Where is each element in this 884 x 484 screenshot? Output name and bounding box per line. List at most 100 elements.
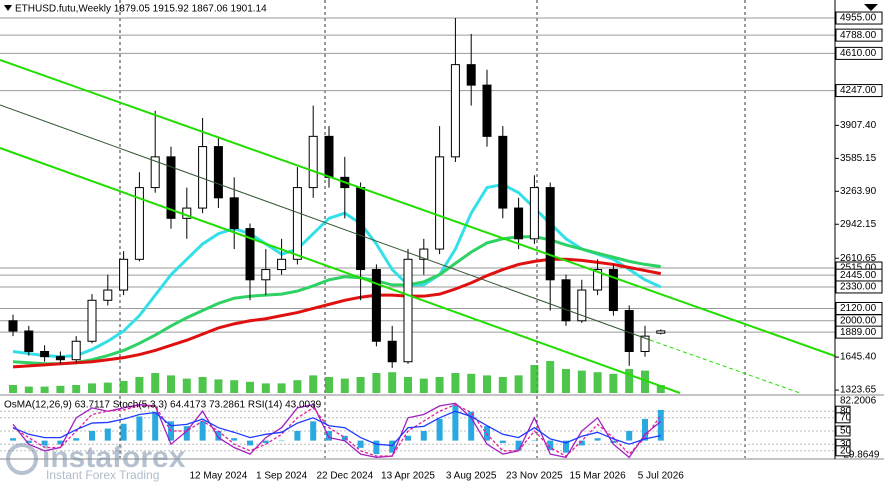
candle-body xyxy=(640,335,650,353)
osma-bar xyxy=(120,423,127,441)
level-box xyxy=(835,11,883,25)
volume-bar xyxy=(293,380,302,393)
osma-bar xyxy=(10,438,16,441)
level-box xyxy=(835,425,851,437)
y-axis-max: 82.2006 xyxy=(840,396,877,407)
level-label: 4788.00 xyxy=(840,30,877,41)
volume-bar xyxy=(230,380,239,393)
candle-body xyxy=(150,156,160,189)
osma-bar xyxy=(405,435,411,441)
y-tick-label: 3263.90 xyxy=(840,186,877,197)
volume-bar xyxy=(40,386,49,393)
osma-bar xyxy=(136,416,143,441)
candle-body xyxy=(577,289,587,322)
level-label: 4955.00 xyxy=(840,13,877,24)
osma-bar xyxy=(183,426,190,441)
x-tick-label: 13 Apr 2025 xyxy=(381,471,435,482)
trend-lines xyxy=(0,59,836,394)
candle-body xyxy=(545,187,555,281)
x-tick-label: 1 Sep 2024 xyxy=(256,471,308,482)
volume-bar xyxy=(135,377,144,393)
level-label: 4610.00 xyxy=(840,48,877,59)
menu-arrow[interactable] xyxy=(4,5,12,11)
candle-body xyxy=(482,84,492,137)
y-tick-label: 1645.40 xyxy=(840,352,877,363)
candle-body xyxy=(213,146,223,199)
volume-bar xyxy=(498,377,507,393)
candle-body xyxy=(71,340,81,361)
volume-bar xyxy=(419,378,428,393)
price-panel: 4580.653907.403585.153263.902942.152610.… xyxy=(0,11,883,396)
y2-tick-label: 20 xyxy=(840,445,852,456)
osma-bar xyxy=(25,440,32,444)
candle-body xyxy=(529,187,539,240)
osma-bar xyxy=(499,440,506,444)
volume-bar xyxy=(593,372,602,393)
volume-bar xyxy=(182,378,191,393)
osma-bar xyxy=(104,428,111,441)
candle-body xyxy=(119,258,129,291)
volume-bar xyxy=(356,377,365,393)
osma-bar xyxy=(294,430,301,441)
candle-body xyxy=(561,279,571,322)
candle-body xyxy=(261,269,271,281)
osma-bar xyxy=(531,440,538,442)
oscillator-line xyxy=(12,410,661,447)
volume-bar xyxy=(261,383,270,393)
volume-bar xyxy=(609,373,618,393)
volume-bar xyxy=(119,381,128,393)
osma-bar xyxy=(547,440,554,451)
level-label: 2000.00 xyxy=(840,315,877,326)
y-tick-label: 2610.65 xyxy=(840,253,877,264)
candle-body xyxy=(308,135,318,189)
level-box xyxy=(835,412,851,424)
volume-bar xyxy=(56,385,65,393)
level-box xyxy=(835,46,883,60)
candle-body xyxy=(450,64,460,158)
volume-bar xyxy=(404,377,412,393)
volume-bar xyxy=(309,375,318,393)
volume-bar xyxy=(514,375,523,393)
osma-bar xyxy=(57,440,64,445)
osma-bar xyxy=(262,440,269,444)
volume-bar xyxy=(467,373,476,393)
osma-bar xyxy=(626,430,633,441)
osma-bar xyxy=(247,440,253,446)
volume-bar xyxy=(24,386,33,393)
candle-body xyxy=(55,356,65,361)
volume-bar xyxy=(625,369,634,393)
level-box xyxy=(835,28,883,42)
osma-bar xyxy=(389,440,396,453)
x-tick-label: 12 May 2024 xyxy=(189,471,247,482)
candle-body xyxy=(198,146,208,209)
osma-bar xyxy=(41,440,48,446)
level-box xyxy=(835,84,883,98)
volume-bar xyxy=(546,361,555,393)
candle-body xyxy=(387,340,397,363)
watermark-brand: instaforex xyxy=(42,441,186,474)
candle-body xyxy=(466,64,476,86)
level-label: 2330.00 xyxy=(840,282,877,293)
osma-bar xyxy=(436,418,443,441)
volume-bar xyxy=(372,373,381,393)
volume-bar xyxy=(325,377,333,393)
y2-tick-label: 70 xyxy=(840,412,852,423)
x-tick-label: 5 Jul 2026 xyxy=(638,471,685,482)
x-tick-label: 22 Dec 2024 xyxy=(316,471,373,482)
watermark-tagline: Instant Forex Trading xyxy=(46,468,159,482)
osma-bar xyxy=(468,411,475,441)
panel-arrow[interactable] xyxy=(864,4,878,11)
osma-bar xyxy=(452,404,459,441)
volume-bar xyxy=(214,379,223,393)
volume-bar xyxy=(530,365,539,393)
osma-bar xyxy=(199,421,206,441)
volume-bar xyxy=(435,377,444,393)
candle-body xyxy=(292,187,302,260)
osma-bar xyxy=(657,409,664,441)
y2-tick-label: 80 xyxy=(840,406,852,417)
volume-bar xyxy=(483,375,491,393)
x-tick-label: 23 Nov 2025 xyxy=(506,471,563,482)
volume-bar xyxy=(198,377,207,393)
volume-bar xyxy=(72,385,81,393)
